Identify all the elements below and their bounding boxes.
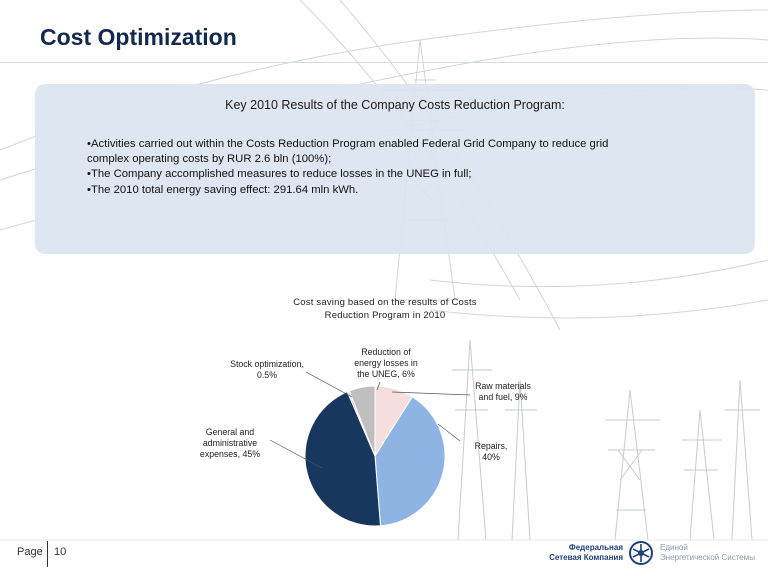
brand-line: Энергетической Системы (660, 553, 755, 562)
slice-label-line: Raw materials (475, 381, 531, 391)
slice-label-line: 40% (482, 452, 500, 462)
slice-label-energy-losses: Reduction of energy losses in the UNEG, … (346, 347, 426, 380)
bullet-text: The Company accomplished measures to red… (91, 168, 472, 180)
slice-label-line: Stock optimization, (230, 359, 304, 369)
slice-label-raw-materials: Raw materials and fuel, 9% (470, 381, 536, 403)
slice-label-line: Reduction of (361, 347, 411, 357)
bullet-text: The 2010 total energy saving effect: 291… (91, 183, 359, 196)
slice-label-line: energy losses in (354, 358, 418, 368)
bullet-item: •Activities carried out within the Costs… (87, 137, 727, 166)
brand-line: Федеральная (568, 543, 623, 552)
bullet-item: •The 2010 total energy saving effect: 29… (87, 183, 727, 198)
brand-name-right: Единой Энергетической Системы (660, 543, 755, 563)
panel-heading: Key 2010 Results of the Company Costs Re… (225, 98, 565, 112)
page-title: Cost Optimization (40, 24, 237, 50)
page-number: 10 (54, 546, 67, 558)
page-label: Page (17, 546, 43, 558)
leader-line-general-admin (269, 439, 323, 469)
slice-label-line: the UNEG, 6% (357, 369, 415, 379)
slice-label-line: expenses, 45% (199, 449, 261, 459)
bullet-text-continued: complex operating costs by RUR 2.6 bln (… (87, 152, 332, 165)
bullet-mark: • (87, 138, 91, 150)
slice-label-line: 0.5% (256, 370, 278, 380)
brand-line: Единой (660, 543, 688, 552)
chart-title: Cost saving based on the results of Cost… (240, 296, 530, 322)
pie-slice-energy-losses (348, 385, 376, 457)
leader-line-repairs (437, 423, 461, 442)
brand-name-left: Федеральная Сетевая Компания (543, 543, 623, 563)
bullet-text: Activities carried out within the Costs … (91, 138, 609, 150)
company-logo-icon (629, 541, 653, 565)
results-bullet-list: •Activities carried out within the Costs… (87, 137, 727, 198)
footer-separator (47, 541, 48, 567)
slice-label-repairs: Repairs, 40% (466, 441, 516, 463)
key-results-panel: Key 2010 Results of the Company Costs Re… (35, 84, 755, 254)
chart-title-line: Reduction Program in 2010 (324, 310, 446, 321)
slice-label-line: administrative (202, 438, 258, 448)
leader-line-energy-losses (376, 381, 381, 391)
title-divider (0, 62, 768, 63)
leader-line-stock-optimization (305, 371, 353, 398)
slice-label-stock-optimization: Stock optimization, 0.5% (222, 359, 312, 381)
chart-title-line: Cost saving based on the results of Cost… (293, 297, 477, 308)
brand-line: Сетевая Компания (549, 553, 623, 562)
pie-slice-repairs (374, 396, 446, 527)
leader-line-raw-materials (391, 391, 471, 396)
slice-label-line: General and (205, 427, 255, 437)
bullet-mark: • (87, 168, 91, 180)
slice-label-line: Repairs, (474, 441, 508, 451)
bullet-mark: • (87, 183, 91, 196)
slice-label-general-admin: General and administrative expenses, 45% (192, 427, 268, 460)
slice-label-line: and fuel, 9% (478, 392, 528, 402)
bullet-item: •The Company accomplished measures to re… (87, 167, 727, 182)
